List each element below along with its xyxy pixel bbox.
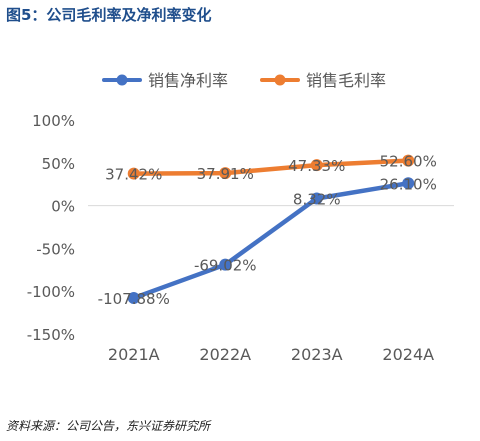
x-axis: 2021A 2022A 2023A 2024A [108,345,434,364]
data-point [219,167,232,180]
data-point [402,154,415,167]
series-lines [127,154,415,304]
data-label: -107.88% [98,290,170,308]
data-label: 8.32% [293,190,341,208]
legend-label-1: 销售毛利率 [306,71,386,90]
data-point [310,192,323,205]
data-point [127,291,140,304]
y-axis: 100% 50% 0% -50% -100% -150% [27,112,454,344]
y-tick-label: -50% [36,240,75,258]
series-line-1 [131,158,411,176]
data-label: -69.02% [194,257,257,275]
data-label: 52.60% [380,153,437,171]
y-tick-label: 100% [32,112,75,130]
series-line-0 [131,181,411,301]
y-tick-label: -100% [27,283,75,301]
figure-title: 图5：公司毛利率及净利率变化 [6,6,212,24]
data-label: 47.33% [288,157,345,175]
data-point [402,177,415,190]
source-note: 资料来源：公司公告，东兴证券研究所 [6,419,211,433]
y-tick-label: -150% [27,326,75,344]
legend-marker-1 [274,74,286,86]
legend-label-0: 销售净利率 [148,71,228,90]
data-label: 37.42% [105,166,162,184]
data-point [219,258,232,271]
legend-marker-0 [116,74,128,86]
y-tick-label: 0% [51,198,75,216]
data-label: 26.10% [380,175,437,193]
data-point [127,167,140,180]
y-tick-label: 50% [42,155,75,173]
x-tick-label: 2022A [199,345,251,364]
x-tick-label: 2021A [108,345,160,364]
x-tick-label: 2023A [291,345,343,364]
legend: 销售净利率 销售毛利率 [102,71,386,90]
x-tick-label: 2024A [382,345,434,364]
data-labels: -107.88% -69.02% 8.32% 26.10% 37.42% 37.91% 47… [98,153,437,308]
data-label: 37.91% [197,165,254,183]
data-point [310,159,323,172]
